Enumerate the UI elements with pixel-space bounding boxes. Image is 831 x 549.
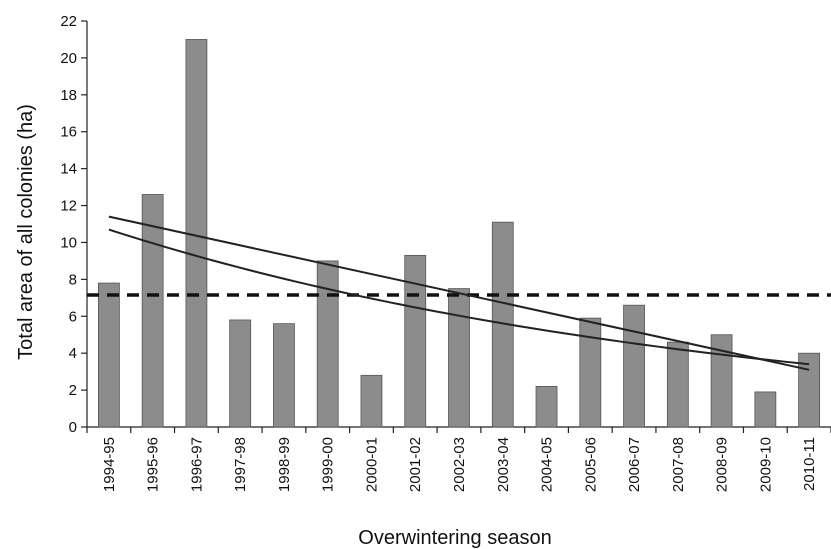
x-axis-title: Overwintering season [358, 527, 551, 549]
x-tick-label: 2002-03 [451, 437, 468, 492]
bar-1994-95 [97, 282, 120, 428]
bar-2005-06 [579, 317, 602, 428]
x-tick-label: 2007-08 [670, 437, 687, 492]
x-tick-label: 2008-09 [714, 437, 731, 492]
bar-2007-08 [666, 341, 689, 428]
x-tick-label: 2003-04 [495, 437, 512, 492]
x-tick-label: 1998-99 [276, 437, 293, 492]
bar-2010-11 [798, 352, 821, 428]
y-tick-label: 18 [60, 87, 77, 104]
y-tick-label: 4 [69, 345, 77, 362]
y-tick-label: 0 [69, 419, 77, 436]
bar-2008-09 [710, 334, 733, 428]
y-tick-label: 20 [60, 50, 77, 67]
y-tick-label: 16 [60, 124, 77, 141]
trend-line-linear [108, 215, 810, 371]
bar-2000-01 [360, 374, 383, 428]
x-tick-label: 2004-05 [539, 437, 556, 492]
trend-line-exponential [108, 228, 810, 366]
bar-1997-98 [229, 319, 252, 428]
y-tick-label: 14 [60, 161, 77, 178]
x-axis: 1994-95 1995-96 1996-97 1997-98 1998-99 1999-… [86, 426, 831, 492]
bars [97, 39, 821, 428]
y-axis-title: Total area of all colonies (ha) [15, 104, 37, 360]
x-tick-label: 1994-95 [101, 437, 118, 492]
bar-1999-00 [316, 260, 339, 428]
x-tick-label: 2000-01 [363, 437, 380, 492]
x-tick-label: 1995-96 [145, 437, 162, 492]
bar-2004-05 [535, 385, 558, 428]
y-tick-label: 6 [69, 308, 77, 325]
y-tick-label: 22 [60, 13, 77, 30]
bar-2006-07 [623, 304, 645, 428]
trend-lines [108, 215, 810, 371]
bar-1998-99 [273, 323, 295, 428]
y-tick-label: 12 [60, 198, 77, 215]
y-axis: 0 2 4 6 8 10 12 14 16 18 20 22 [60, 13, 88, 436]
bar-2002-03 [448, 288, 470, 428]
x-tick-label: 2010-11 [801, 437, 818, 491]
x-tick-label: 2005-06 [582, 437, 599, 492]
x-tick-label: 2001-02 [407, 437, 424, 492]
x-tick-label: 2006-07 [626, 437, 643, 492]
y-tick-label: 10 [60, 234, 77, 251]
bar-2009-10 [754, 391, 777, 428]
x-tick-label: 2009-10 [757, 437, 774, 492]
bar-2001-02 [404, 254, 427, 428]
x-tick-label: 1996-97 [188, 437, 205, 492]
x-tick-label: 1997-98 [232, 437, 249, 492]
bar-1995-96 [141, 194, 164, 428]
y-tick-label: 8 [69, 271, 77, 288]
x-tick-label: 1999-00 [320, 437, 337, 492]
y-tick-label: 2 [69, 382, 77, 399]
